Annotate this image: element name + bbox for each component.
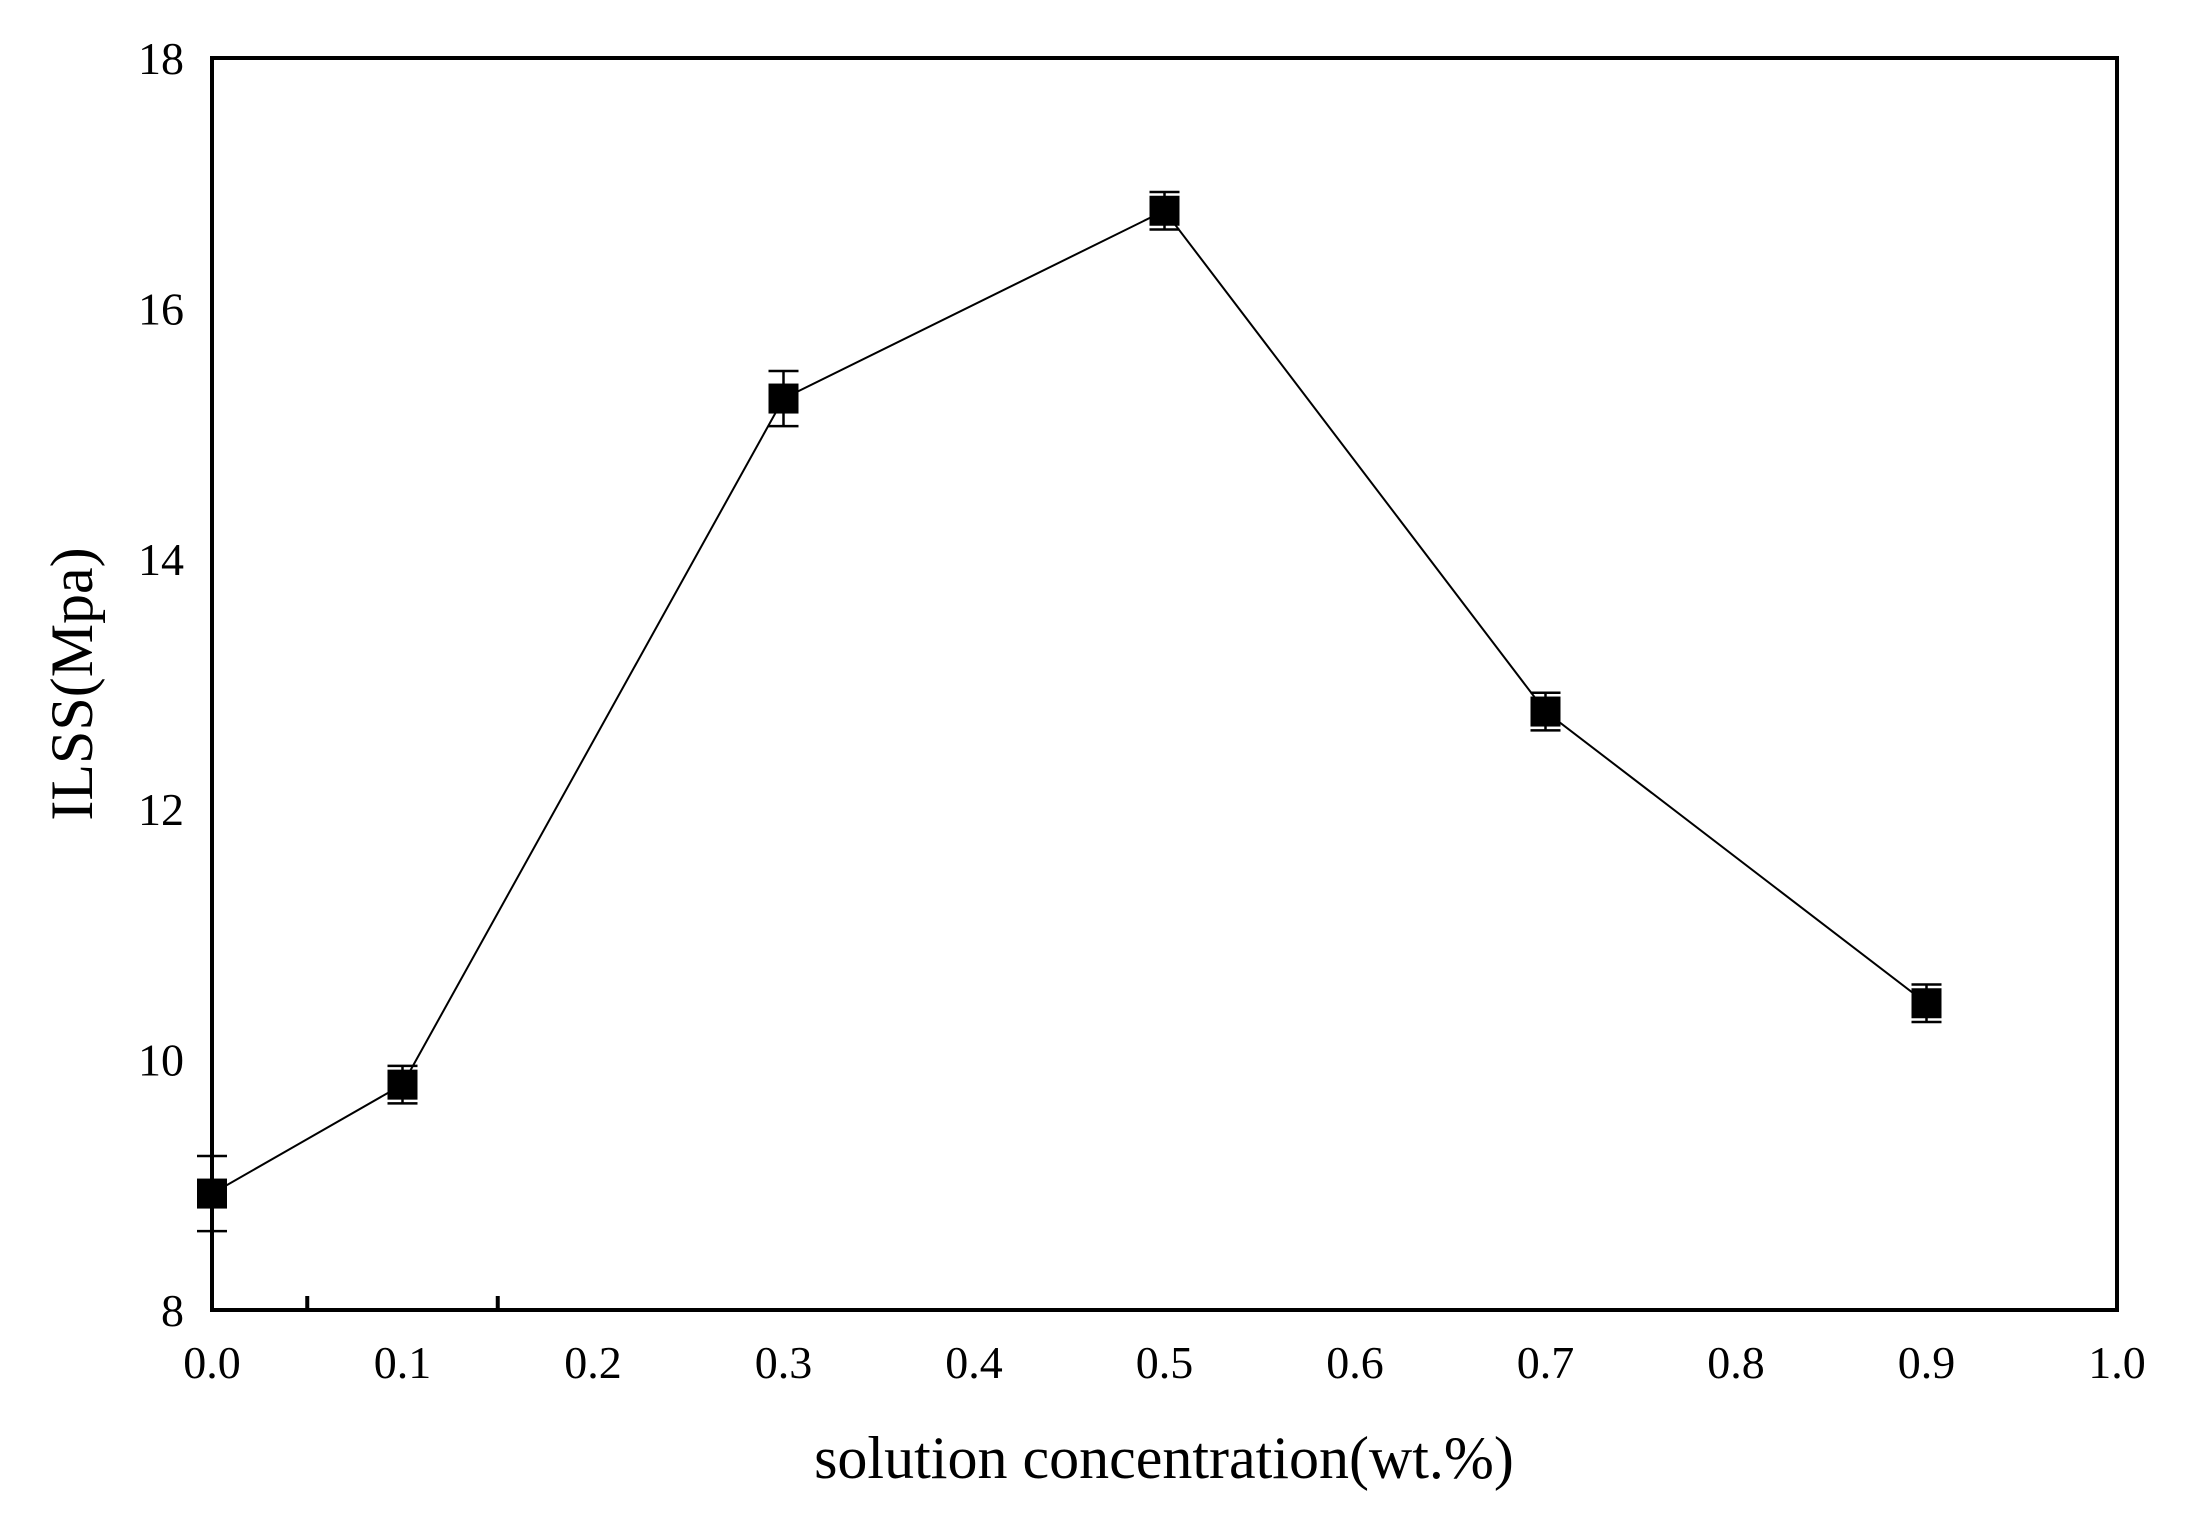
series-layer	[197, 190, 1942, 1233]
y-tick-label: 8	[161, 1285, 184, 1336]
y-tick-label: 16	[138, 283, 184, 334]
x-tick-label: 0.3	[755, 1337, 813, 1388]
y-tick-label: 12	[138, 784, 184, 835]
x-tick-label: 0.2	[564, 1337, 622, 1388]
data-point	[768, 383, 799, 414]
x-tick-label: 1.0	[2088, 1337, 2146, 1388]
plot-frame	[210, 56, 2119, 1312]
x-tick-label: 0.4	[945, 1337, 1003, 1388]
x-axis-ticks: 0.0 0.1 0.2 0.3 0.4 0.5 0.6 0.7 0.8 0.9 1.0	[183, 1296, 2146, 1388]
data-point	[1530, 696, 1561, 727]
y-tick-label: 18	[138, 33, 184, 84]
data-point	[197, 1178, 227, 1209]
x-tick-label: 0.9	[1898, 1337, 1956, 1388]
y-axis-ticks: 8 10 12 14 16 18	[138, 33, 184, 1336]
x-tick-label: 0.6	[1326, 1337, 1384, 1388]
y-tick-label: 10	[138, 1035, 184, 1086]
x-tick-label: 0.1	[374, 1337, 432, 1388]
x-axis-title: solution concentration(wt.%)	[814, 1425, 1514, 1491]
data-point	[1911, 988, 1942, 1019]
x-tick-label: 0.5	[1136, 1337, 1194, 1388]
data-point	[387, 1069, 418, 1100]
y-tick-label: 14	[138, 534, 184, 585]
data-point	[1149, 195, 1180, 226]
x-tick-label: 0.8	[1707, 1337, 1765, 1388]
series-line	[211, 209, 1928, 1195]
x-tick-label: 0.7	[1517, 1337, 1575, 1388]
x-tick-label: 0.0	[183, 1337, 241, 1388]
y-axis-title: ILSS(Mpa)	[39, 547, 105, 820]
